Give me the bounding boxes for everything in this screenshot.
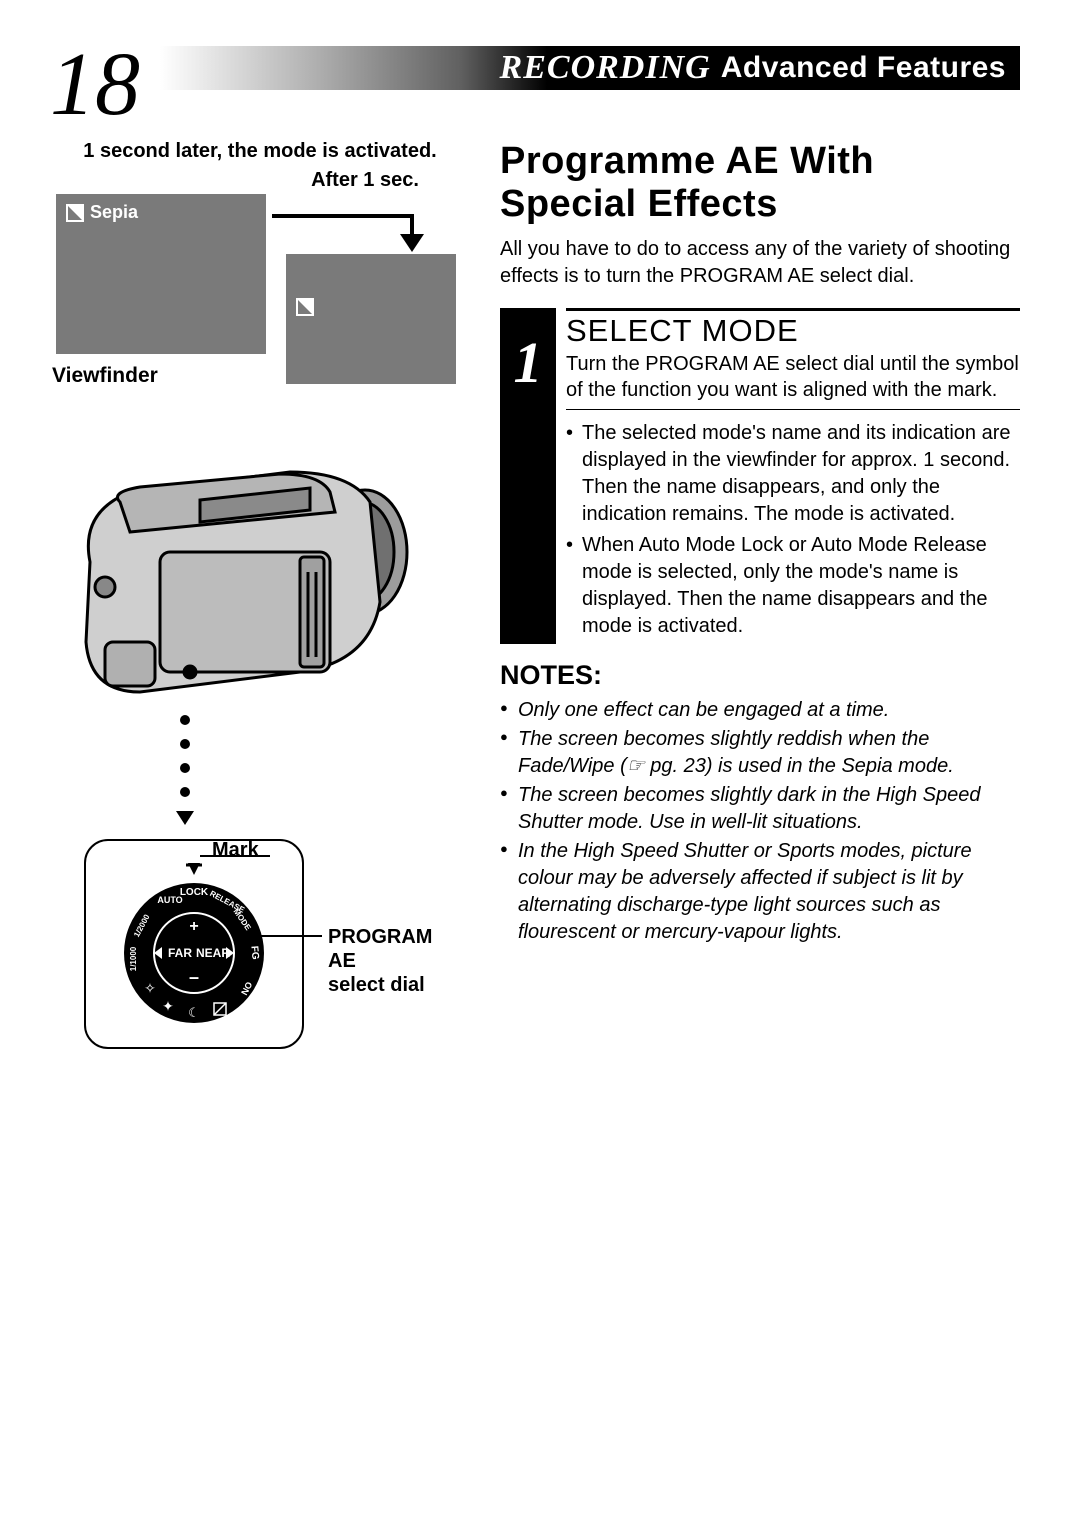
svg-text:✧: ✧ <box>144 980 156 996</box>
svg-text:☾: ☾ <box>188 1005 200 1020</box>
viewfinder-after <box>286 254 456 384</box>
mark-label: Mark <box>212 839 259 862</box>
dial-far: FAR <box>168 946 192 960</box>
svg-text:1/1000: 1/1000 <box>129 946 138 971</box>
content-columns: 1 second later, the mode is activated. A… <box>50 140 1020 1049</box>
after-1sec-label: After 1 sec. <box>260 169 470 192</box>
viewfinder-before: Sepia <box>56 194 266 354</box>
viewfinder-diagram: Sepia Viewfinder <box>50 194 470 434</box>
page-header: 18 RECORDING Advanced Features <box>50 40 1020 130</box>
notes-heading: NOTES: <box>500 660 1020 691</box>
program-ae-dial: FAR NEAR + – LOCK AUTO RELEASE MODE 1/20… <box>114 861 274 1031</box>
right-column: Programme AE With Special Effects All yo… <box>500 140 1020 1049</box>
note-item: Only one effect can be engaged at a time… <box>500 697 1020 724</box>
section-title: Programme AE With Special Effects <box>500 140 1020 226</box>
activation-caption: 1 second later, the mode is activated. <box>50 140 470 163</box>
dial-panel: FAR NEAR + – LOCK AUTO RELEASE MODE 1/20… <box>84 839 364 1049</box>
svg-text:+: + <box>189 918 198 935</box>
transition-arrow <box>272 208 452 254</box>
svg-text:AUTO: AUTO <box>157 895 182 905</box>
header-recording: RECORDING <box>500 49 711 87</box>
dial-near: NEAR <box>196 946 230 960</box>
intro-paragraph: All you have to do to access any of the … <box>500 236 1020 290</box>
svg-text:LOCK: LOCK <box>180 887 209 898</box>
program-ae-callout-line <box>252 935 322 937</box>
svg-text:FG: FG <box>248 945 260 960</box>
note-item: In the High Speed Shutter or Sports mode… <box>500 838 1020 946</box>
step-number-box: 1 <box>500 308 556 644</box>
connector-dots <box>180 715 470 825</box>
notes-list: Only one effect can be engaged at a time… <box>500 697 1020 946</box>
sepia-icon <box>296 298 314 316</box>
svg-text:–: – <box>189 967 199 987</box>
viewfinder-label: Viewfinder <box>52 364 158 388</box>
header-advanced: Advanced Features <box>721 51 1006 85</box>
svg-text:✦: ✦ <box>162 998 174 1014</box>
sepia-icon <box>66 204 84 222</box>
step-1: 1 SELECT MODE Turn the PROGRAM AE select… <box>500 308 1020 644</box>
header-banner: RECORDING Advanced Features <box>160 46 1020 90</box>
note-item: The screen becomes slightly dark in the … <box>500 782 1020 836</box>
left-column: 1 second later, the mode is activated. A… <box>50 140 470 1049</box>
program-ae-label: PROGRAM AE select dial <box>328 925 432 997</box>
page-number: 18 <box>50 40 140 130</box>
step-text: Turn the PROGRAM AE select dial until th… <box>566 351 1020 410</box>
manual-page: 18 RECORDING Advanced Features 1 second … <box>0 0 1080 1089</box>
step-bullet: When Auto Mode Lock or Auto Mode Release… <box>566 532 1020 640</box>
step-number: 1 <box>514 334 543 392</box>
sepia-label: Sepia <box>90 202 138 223</box>
note-item: The screen becomes slightly reddish when… <box>500 726 1020 780</box>
step-heading: SELECT MODE <box>566 308 1020 349</box>
step-bullets: The selected mode's name and its indicat… <box>566 420 1020 640</box>
step-bullet: The selected mode's name and its indicat… <box>566 420 1020 528</box>
camcorder-illustration <box>50 442 430 722</box>
